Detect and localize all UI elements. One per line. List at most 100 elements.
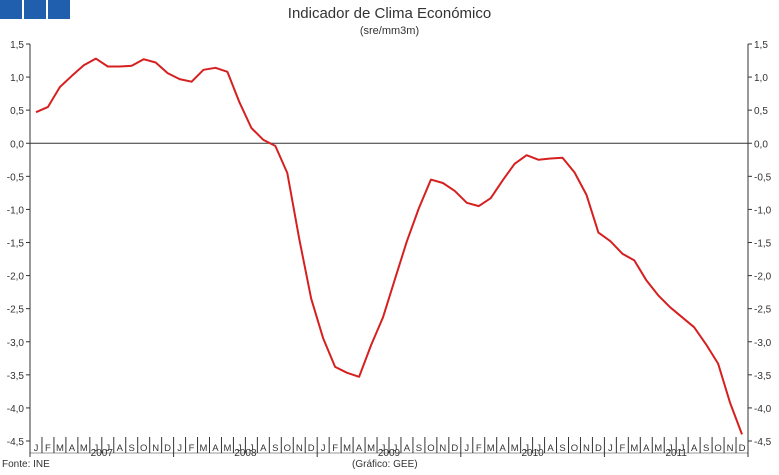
- logo-block: [24, 0, 46, 19]
- month-label: J: [105, 443, 110, 454]
- y-tick-label-right: -2,5: [754, 305, 772, 316]
- month-label: A: [500, 443, 507, 454]
- y-tick-label-right: -3,0: [754, 338, 772, 349]
- y-tick-label-right: 0,5: [754, 106, 768, 117]
- month-label: O: [714, 443, 721, 454]
- chart-subtitle: (sre/mm3m): [359, 25, 420, 37]
- month-label: N: [727, 443, 734, 454]
- year-label: 2011: [665, 448, 687, 459]
- y-tick-label-left: 1,5: [10, 40, 24, 51]
- month-label: A: [404, 443, 411, 454]
- logo-block: [48, 0, 70, 19]
- logo-block: [0, 0, 22, 19]
- month-label: J: [93, 443, 98, 454]
- month-label: J: [249, 443, 254, 454]
- month-label: D: [164, 443, 171, 454]
- y-tick-label-right: -1,5: [754, 239, 772, 250]
- month-label: S: [703, 443, 709, 454]
- chart-title: Indicador de Clima Económico: [287, 5, 492, 22]
- month-label: A: [117, 443, 124, 454]
- y-tick-label-right: 0,0: [754, 139, 768, 150]
- year-label: 2008: [234, 448, 257, 459]
- month-label: M: [80, 443, 88, 454]
- month-label: N: [152, 443, 159, 454]
- y-tick-label-right: -2,0: [754, 272, 772, 283]
- month-label: M: [343, 443, 351, 454]
- month-label: M: [630, 443, 638, 454]
- month-label: S: [559, 443, 565, 454]
- month-label: M: [511, 443, 519, 454]
- month-label: O: [284, 443, 291, 454]
- month-label: J: [381, 443, 386, 454]
- month-label: J: [608, 443, 613, 454]
- month-label: J: [393, 443, 398, 454]
- y-tick-label-right: -1,0: [754, 205, 772, 216]
- month-label: N: [296, 443, 303, 454]
- month-label: J: [536, 443, 541, 454]
- month-label: J: [680, 443, 685, 454]
- month-label: D: [451, 443, 458, 454]
- month-label: J: [177, 443, 182, 454]
- y-tick-label-left: -2,0: [7, 272, 25, 283]
- y-tick-label-left: -4,0: [7, 404, 25, 415]
- month-label: D: [308, 443, 315, 454]
- month-label: S: [129, 443, 135, 454]
- y-tick-label-right: -4,0: [754, 404, 772, 415]
- month-label: O: [571, 443, 578, 454]
- month-label: F: [476, 443, 482, 454]
- y-tick-label-left: -1,0: [7, 205, 25, 216]
- month-label: F: [619, 443, 625, 454]
- y-tick-label-left: 0,0: [10, 139, 24, 150]
- credit-note: (Gráfico: GEE): [352, 459, 418, 470]
- year-label: 2010: [521, 448, 544, 459]
- y-tick-label-right: -3,5: [754, 371, 772, 382]
- month-label: F: [332, 443, 338, 454]
- month-label: J: [668, 443, 673, 454]
- y-tick-label-left: 1,0: [10, 73, 24, 84]
- month-label: F: [45, 443, 51, 454]
- year-label: 2007: [91, 448, 114, 459]
- source-note: Fonte: INE: [2, 459, 50, 470]
- y-tick-label-left: -3,5: [7, 371, 25, 382]
- month-label: J: [237, 443, 242, 454]
- y-tick-label-left: -1,5: [7, 239, 25, 250]
- month-label: A: [547, 443, 554, 454]
- y-tick-label-left: -0,5: [7, 172, 25, 183]
- month-label: M: [367, 443, 375, 454]
- y-tick-label-right: -0,5: [754, 172, 772, 183]
- y-tick-label-right: 1,0: [754, 73, 768, 84]
- series-line: [35, 57, 743, 435]
- month-label: M: [56, 443, 64, 454]
- logo: [0, 0, 70, 19]
- month-label: D: [595, 443, 602, 454]
- y-tick-label-right: -4,5: [754, 437, 772, 448]
- y-tick-label-left: -3,0: [7, 338, 25, 349]
- month-label: A: [643, 443, 650, 454]
- month-label: J: [34, 443, 39, 454]
- month-label: S: [416, 443, 422, 454]
- y-tick-label-left: -4,5: [7, 437, 25, 448]
- month-label: O: [140, 443, 147, 454]
- month-label: A: [356, 443, 363, 454]
- month-label: A: [691, 443, 698, 454]
- month-label: N: [583, 443, 590, 454]
- month-label: O: [427, 443, 434, 454]
- y-tick-label-right: 1,5: [754, 40, 768, 51]
- month-label: M: [654, 443, 662, 454]
- month-label: A: [69, 443, 76, 454]
- month-label: M: [487, 443, 495, 454]
- month-label: F: [189, 443, 195, 454]
- month-label: J: [524, 443, 529, 454]
- month-label: J: [464, 443, 469, 454]
- month-label: J: [321, 443, 326, 454]
- month-label: M: [223, 443, 231, 454]
- month-label: A: [212, 443, 219, 454]
- y-tick-label-left: 0,5: [10, 106, 24, 117]
- month-label: N: [439, 443, 446, 454]
- month-label: S: [272, 443, 278, 454]
- year-label: 2009: [378, 448, 401, 459]
- month-label: M: [200, 443, 208, 454]
- month-label: D: [739, 443, 746, 454]
- y-tick-label-left: -2,5: [7, 305, 25, 316]
